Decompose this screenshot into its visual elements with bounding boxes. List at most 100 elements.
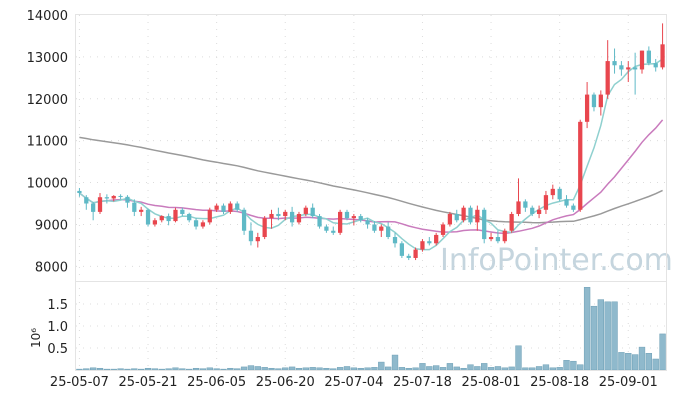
x-tick-label: 25-05-07	[50, 375, 109, 390]
volume-bar	[110, 368, 117, 371]
volume-bar	[556, 367, 563, 371]
volume-bar	[645, 353, 653, 371]
candle-down	[646, 50, 651, 64]
candle-down	[386, 226, 391, 238]
candle-up	[283, 211, 288, 217]
volume-bar	[563, 360, 570, 371]
candle-up	[488, 237, 494, 240]
volume-bar	[213, 368, 220, 371]
volume-bar	[577, 364, 584, 371]
price-tick-label: 14000	[27, 9, 68, 24]
volume-bar	[481, 363, 488, 371]
volume-bar	[405, 367, 412, 371]
candle-up	[639, 50, 645, 70]
volume-bar	[151, 368, 159, 371]
volume-bar	[89, 367, 97, 371]
candle-up	[516, 201, 521, 214]
candle-down	[125, 196, 130, 203]
x-tick-label: 25-08-01	[462, 375, 521, 390]
volume-layer	[76, 287, 666, 371]
volume-bar	[570, 360, 577, 371]
candle-up	[578, 121, 583, 210]
volume-bar	[446, 363, 454, 371]
volume-bar	[131, 368, 138, 371]
candle-down	[399, 243, 404, 256]
volume-bar	[529, 367, 536, 371]
candle-layer	[77, 23, 665, 261]
volume-bar	[522, 367, 529, 371]
candle-up	[660, 44, 665, 68]
candle-down	[365, 220, 370, 225]
candle-up	[173, 209, 178, 222]
x-tick-label: 25-07-04	[324, 375, 383, 390]
price-tick-label: 9000	[35, 218, 68, 233]
volume-bar	[316, 367, 323, 371]
candle-down	[193, 220, 199, 227]
candle-down	[324, 226, 329, 231]
candle-down	[571, 205, 576, 210]
volume-bar	[240, 366, 248, 371]
volume-tick-label: 0.5	[47, 342, 68, 357]
candle-down	[241, 209, 247, 231]
candle-up	[461, 207, 466, 221]
volume-bar	[288, 366, 296, 371]
candle-up	[475, 209, 480, 223]
volume-bar	[371, 367, 378, 371]
volume-bar	[138, 368, 145, 371]
candle-up	[420, 241, 425, 250]
candle-up	[303, 207, 308, 214]
candle-down	[145, 209, 151, 225]
volume-bar	[323, 367, 330, 371]
candle-down	[392, 237, 398, 244]
volume-bar	[384, 366, 392, 371]
x-tick-label: 25-08-18	[530, 375, 589, 390]
volume-bar	[604, 301, 611, 371]
candle-down	[482, 209, 487, 240]
axis-labels: 8000 9000 10000 11000 12000 13000 14000 0.5 1.0 1…	[27, 9, 658, 390]
volume-bar	[419, 363, 426, 371]
price-panel-frame	[75, 14, 667, 282]
candle-down	[221, 205, 226, 212]
volume-bar	[659, 333, 666, 371]
volume-bar	[549, 367, 556, 371]
candle-up	[379, 226, 384, 231]
candle-up	[111, 195, 116, 199]
candle-down	[289, 211, 295, 223]
candle-down	[358, 216, 363, 221]
candle-down	[317, 216, 322, 227]
candle-down	[406, 255, 411, 258]
volume-bar	[144, 367, 152, 371]
candle-up	[351, 216, 356, 219]
volume-bar	[275, 368, 282, 371]
volume-bar	[474, 366, 481, 371]
candle-up	[214, 205, 219, 210]
volume-bar	[364, 367, 371, 371]
volume-bar	[652, 358, 659, 371]
candle-up	[338, 211, 343, 233]
volume-bar	[590, 305, 598, 371]
volume-bar	[206, 367, 213, 371]
candle-up	[440, 224, 446, 235]
volume-bar	[433, 365, 440, 371]
volume-tick-label: 1.5	[47, 298, 68, 313]
volume-bar	[83, 368, 90, 371]
candle-down	[633, 67, 638, 70]
volume-bar	[398, 367, 406, 371]
candle-down	[523, 201, 528, 208]
volume-bar	[247, 365, 255, 371]
candle-down	[372, 224, 377, 231]
volume-bar	[103, 368, 111, 371]
volume-bar	[330, 368, 337, 371]
candle-down	[344, 211, 350, 219]
volume-bar	[583, 287, 591, 371]
candle-up	[228, 203, 233, 212]
volume-bar	[254, 366, 261, 371]
volume-bar	[535, 366, 543, 371]
candle-down	[77, 190, 82, 194]
candle-up	[536, 209, 542, 214]
volume-bar	[295, 367, 303, 371]
volume-bar	[227, 367, 234, 371]
candle-down	[91, 203, 96, 212]
candle-up	[584, 94, 590, 122]
